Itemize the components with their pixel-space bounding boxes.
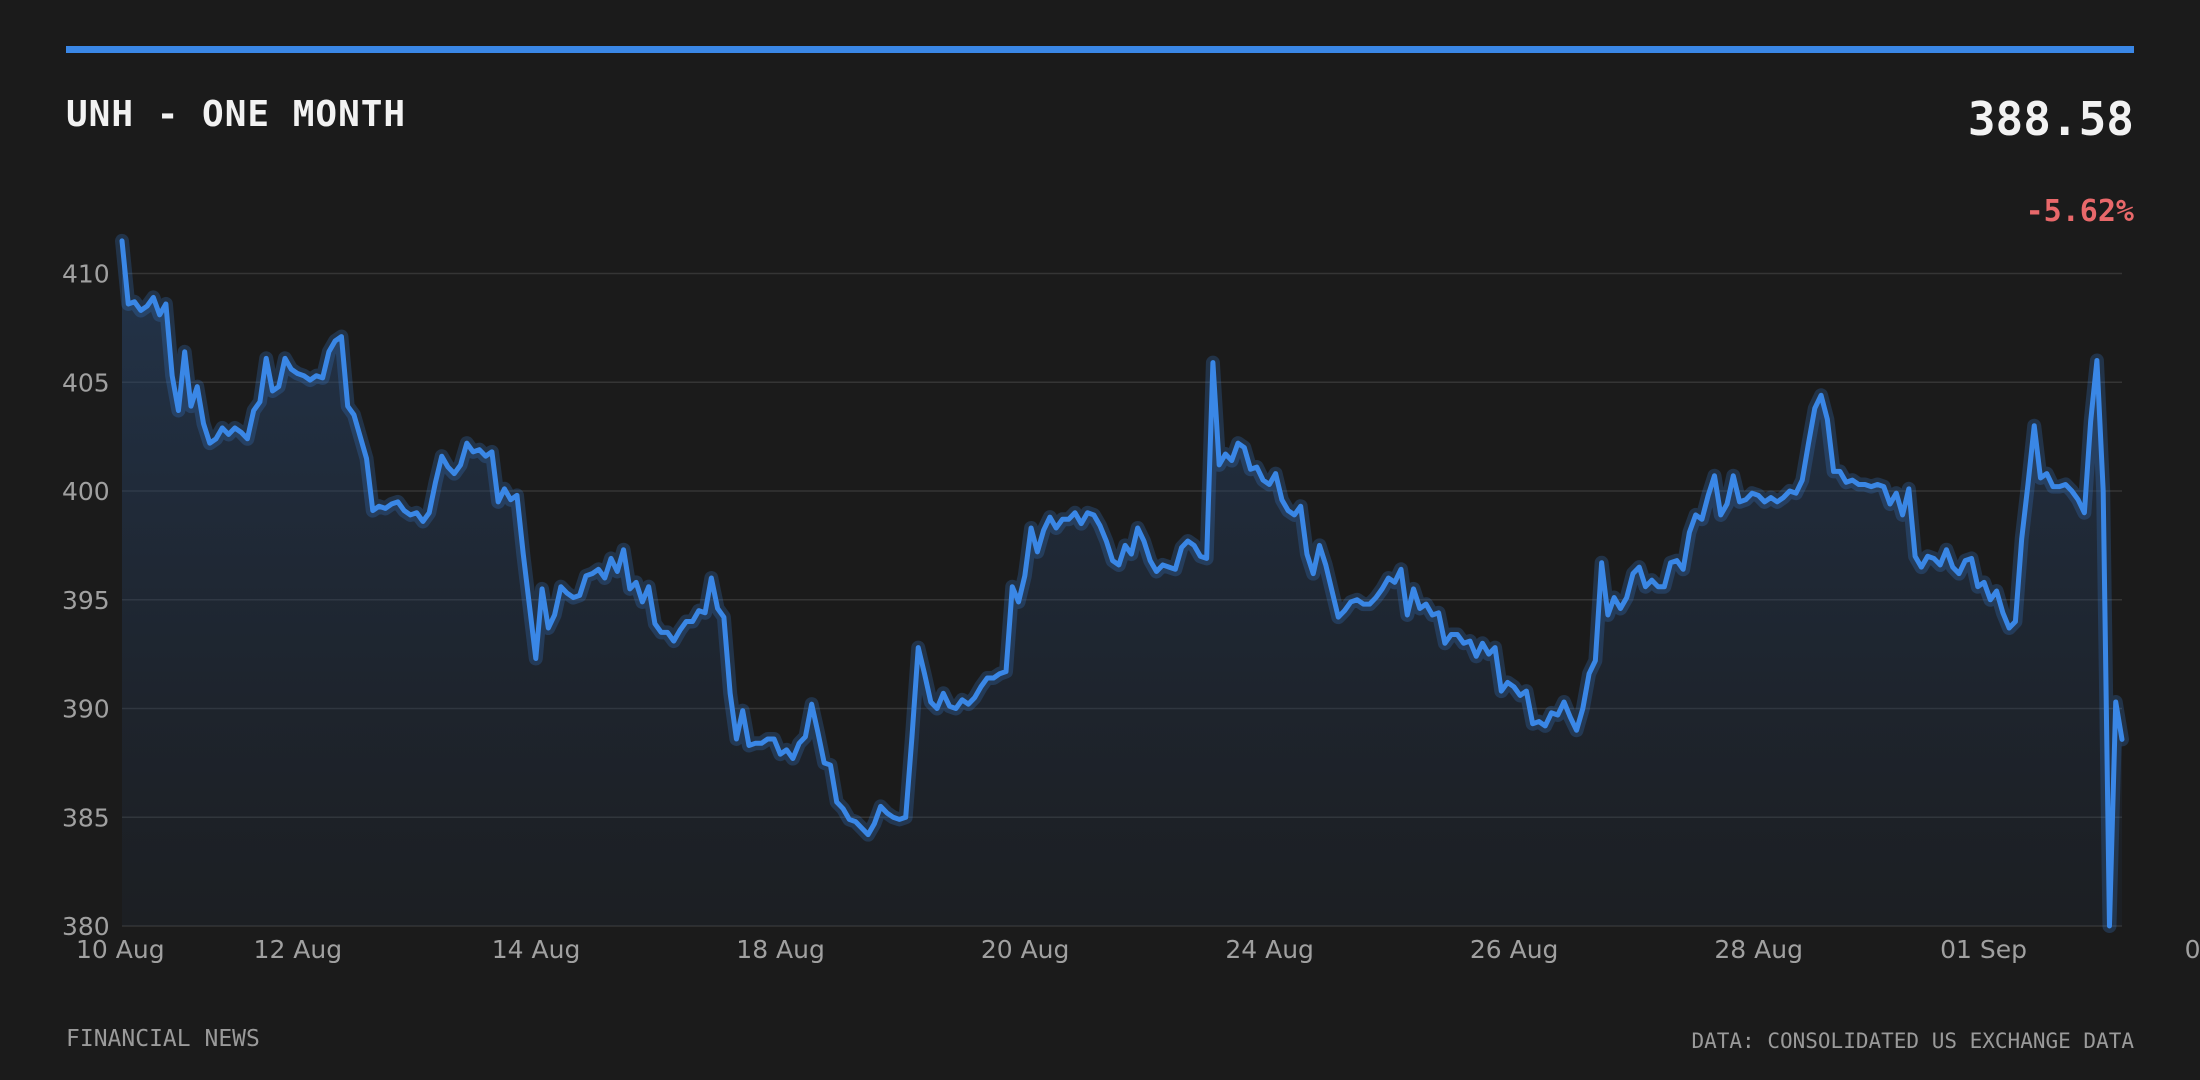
x-axis-ticks: 10 Aug 12 Aug 14 Aug 18 Aug 20 Aug 24 Aug 26 A… <box>76 935 2200 964</box>
x-tick-label: 10 Aug <box>76 935 165 964</box>
x-tick-label: 14 Aug <box>492 935 581 964</box>
chart-title: UNH - ONE MONTH <box>66 94 407 135</box>
x-tick-label: 03 Sep <box>2185 935 2200 964</box>
x-tick-label: 24 Aug <box>1225 935 1314 964</box>
y-tick-label: 410 <box>62 260 110 289</box>
footer-source-right: DATA: CONSOLIDATED US EXCHANGE DATA <box>1691 1029 2134 1053</box>
x-tick-label: 20 Aug <box>981 935 1070 964</box>
y-axis-ticks: 380 385 390 395 400 405 410 <box>62 260 110 942</box>
x-tick-label: 01 Sep <box>1940 935 2027 964</box>
x-tick-label: 18 Aug <box>736 935 825 964</box>
y-tick-label: 390 <box>62 695 110 724</box>
price-area <box>122 240 2122 926</box>
footer-source-left: FINANCIAL NEWS <box>66 1026 260 1052</box>
y-tick-label: 395 <box>62 586 110 615</box>
current-price: 388.58 <box>1967 92 2134 146</box>
price-line <box>119 238 2125 929</box>
x-tick-label: 26 Aug <box>1470 935 1559 964</box>
top-accent-rule <box>66 46 2134 53</box>
price-change-percent: -5.62% <box>2025 194 2134 229</box>
y-tick-label: 385 <box>62 803 110 832</box>
x-tick-label: 12 Aug <box>254 935 343 964</box>
y-tick-label: 380 <box>62 912 110 941</box>
x-tick-label: 28 Aug <box>1714 935 1803 964</box>
y-tick-label: 400 <box>62 477 110 506</box>
y-tick-label: 405 <box>62 368 110 397</box>
